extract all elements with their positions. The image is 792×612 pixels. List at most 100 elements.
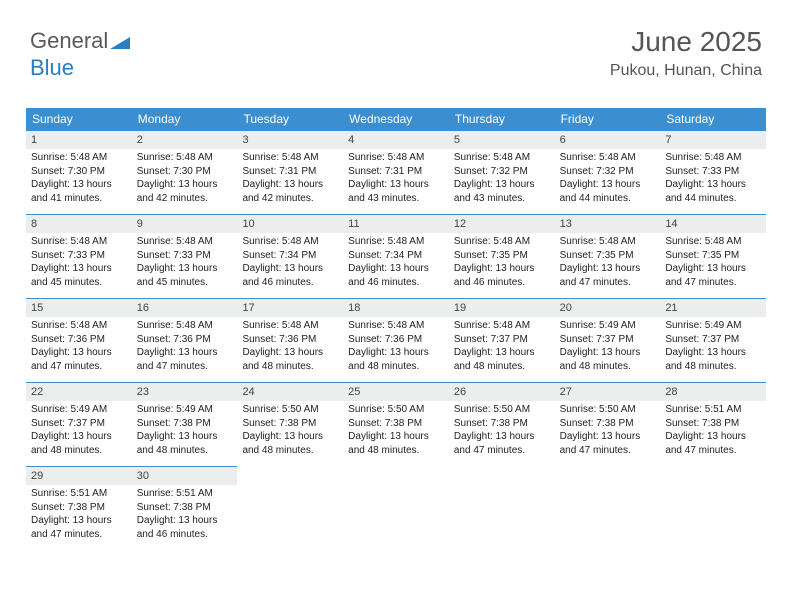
day-cell: 22Sunrise: 5:49 AMSunset: 7:37 PMDayligh… bbox=[26, 382, 132, 466]
day-number: 13 bbox=[555, 214, 661, 233]
day-cell bbox=[660, 466, 766, 550]
sunset-line: Sunset: 7:33 PM bbox=[665, 165, 761, 179]
daylight-line: Daylight: 13 hours and 48 minutes. bbox=[665, 346, 761, 373]
day-details: Sunrise: 5:48 AMSunset: 7:33 PMDaylight:… bbox=[26, 233, 132, 295]
daylight-line: Daylight: 13 hours and 48 minutes. bbox=[348, 346, 444, 373]
empty-day bbox=[237, 466, 343, 485]
day-cell: 8Sunrise: 5:48 AMSunset: 7:33 PMDaylight… bbox=[26, 214, 132, 298]
day-number: 15 bbox=[26, 298, 132, 317]
daylight-line: Daylight: 13 hours and 41 minutes. bbox=[31, 178, 127, 205]
sunrise-line: Sunrise: 5:51 AM bbox=[137, 487, 233, 501]
day-number: 28 bbox=[660, 382, 766, 401]
day-details: Sunrise: 5:51 AMSunset: 7:38 PMDaylight:… bbox=[132, 485, 238, 547]
day-details: Sunrise: 5:48 AMSunset: 7:30 PMDaylight:… bbox=[26, 149, 132, 211]
day-cell: 28Sunrise: 5:51 AMSunset: 7:38 PMDayligh… bbox=[660, 382, 766, 466]
day-details: Sunrise: 5:48 AMSunset: 7:36 PMDaylight:… bbox=[343, 317, 449, 379]
daylight-line: Daylight: 13 hours and 46 minutes. bbox=[137, 514, 233, 541]
day-cell: 18Sunrise: 5:48 AMSunset: 7:36 PMDayligh… bbox=[343, 298, 449, 382]
day-number: 7 bbox=[660, 130, 766, 149]
day-number: 14 bbox=[660, 214, 766, 233]
logo-triangle-icon bbox=[110, 29, 130, 55]
daylight-line: Daylight: 13 hours and 44 minutes. bbox=[560, 178, 656, 205]
daylight-line: Daylight: 13 hours and 43 minutes. bbox=[348, 178, 444, 205]
day-cell: 19Sunrise: 5:48 AMSunset: 7:37 PMDayligh… bbox=[449, 298, 555, 382]
logo-text-2: Blue bbox=[30, 55, 74, 80]
empty-day bbox=[555, 466, 661, 485]
sunset-line: Sunset: 7:38 PM bbox=[242, 417, 338, 431]
daylight-line: Daylight: 13 hours and 47 minutes. bbox=[31, 514, 127, 541]
day-number: 6 bbox=[555, 130, 661, 149]
day-cell: 17Sunrise: 5:48 AMSunset: 7:36 PMDayligh… bbox=[237, 298, 343, 382]
sunrise-line: Sunrise: 5:48 AM bbox=[31, 235, 127, 249]
day-number: 16 bbox=[132, 298, 238, 317]
day-details: Sunrise: 5:48 AMSunset: 7:31 PMDaylight:… bbox=[343, 149, 449, 211]
day-cell: 16Sunrise: 5:48 AMSunset: 7:36 PMDayligh… bbox=[132, 298, 238, 382]
weekday-header-row: SundayMondayTuesdayWednesdayThursdayFrid… bbox=[26, 108, 766, 130]
day-details: Sunrise: 5:48 AMSunset: 7:35 PMDaylight:… bbox=[449, 233, 555, 295]
sunrise-line: Sunrise: 5:48 AM bbox=[242, 319, 338, 333]
day-number: 17 bbox=[237, 298, 343, 317]
day-number: 24 bbox=[237, 382, 343, 401]
day-number: 26 bbox=[449, 382, 555, 401]
weekday-header-wednesday: Wednesday bbox=[343, 108, 449, 130]
day-details: Sunrise: 5:48 AMSunset: 7:35 PMDaylight:… bbox=[555, 233, 661, 295]
day-number: 9 bbox=[132, 214, 238, 233]
day-cell: 13Sunrise: 5:48 AMSunset: 7:35 PMDayligh… bbox=[555, 214, 661, 298]
weekday-header-saturday: Saturday bbox=[660, 108, 766, 130]
day-cell: 4Sunrise: 5:48 AMSunset: 7:31 PMDaylight… bbox=[343, 130, 449, 214]
sunrise-line: Sunrise: 5:48 AM bbox=[454, 319, 550, 333]
day-cell: 20Sunrise: 5:49 AMSunset: 7:37 PMDayligh… bbox=[555, 298, 661, 382]
day-cell: 23Sunrise: 5:49 AMSunset: 7:38 PMDayligh… bbox=[132, 382, 238, 466]
day-number: 8 bbox=[26, 214, 132, 233]
sunrise-line: Sunrise: 5:50 AM bbox=[242, 403, 338, 417]
day-details: Sunrise: 5:49 AMSunset: 7:37 PMDaylight:… bbox=[555, 317, 661, 379]
day-cell bbox=[555, 466, 661, 550]
sunrise-line: Sunrise: 5:48 AM bbox=[31, 319, 127, 333]
daylight-line: Daylight: 13 hours and 48 minutes. bbox=[454, 346, 550, 373]
sunset-line: Sunset: 7:30 PM bbox=[137, 165, 233, 179]
sunset-line: Sunset: 7:31 PM bbox=[348, 165, 444, 179]
sunrise-line: Sunrise: 5:49 AM bbox=[137, 403, 233, 417]
sunrise-line: Sunrise: 5:48 AM bbox=[560, 235, 656, 249]
sunset-line: Sunset: 7:37 PM bbox=[665, 333, 761, 347]
sunrise-line: Sunrise: 5:48 AM bbox=[137, 319, 233, 333]
sunrise-line: Sunrise: 5:50 AM bbox=[454, 403, 550, 417]
day-cell: 26Sunrise: 5:50 AMSunset: 7:38 PMDayligh… bbox=[449, 382, 555, 466]
daylight-line: Daylight: 13 hours and 45 minutes. bbox=[31, 262, 127, 289]
day-cell: 14Sunrise: 5:48 AMSunset: 7:35 PMDayligh… bbox=[660, 214, 766, 298]
sunset-line: Sunset: 7:37 PM bbox=[560, 333, 656, 347]
day-cell: 27Sunrise: 5:50 AMSunset: 7:38 PMDayligh… bbox=[555, 382, 661, 466]
week-row: 22Sunrise: 5:49 AMSunset: 7:37 PMDayligh… bbox=[26, 382, 766, 466]
day-cell bbox=[343, 466, 449, 550]
daylight-line: Daylight: 13 hours and 47 minutes. bbox=[665, 430, 761, 457]
day-details: Sunrise: 5:48 AMSunset: 7:35 PMDaylight:… bbox=[660, 233, 766, 295]
day-details: Sunrise: 5:49 AMSunset: 7:37 PMDaylight:… bbox=[660, 317, 766, 379]
day-cell: 3Sunrise: 5:48 AMSunset: 7:31 PMDaylight… bbox=[237, 130, 343, 214]
weekday-header-friday: Friday bbox=[555, 108, 661, 130]
day-cell: 15 Sunrise: 5:48 AMSunset: 7:36 PMDayligh… bbox=[26, 298, 132, 382]
sunrise-line: Sunrise: 5:48 AM bbox=[348, 151, 444, 165]
weekday-header-tuesday: Tuesday bbox=[237, 108, 343, 130]
week-row: 29Sunrise: 5:51 AMSunset: 7:38 PMDayligh… bbox=[26, 466, 766, 550]
day-cell: 12Sunrise: 5:48 AMSunset: 7:35 PMDayligh… bbox=[449, 214, 555, 298]
day-number: 18 bbox=[343, 298, 449, 317]
week-row: 8Sunrise: 5:48 AMSunset: 7:33 PMDaylight… bbox=[26, 214, 766, 298]
sunset-line: Sunset: 7:38 PM bbox=[137, 501, 233, 515]
day-number: 12 bbox=[449, 214, 555, 233]
daylight-line: Daylight: 13 hours and 46 minutes. bbox=[348, 262, 444, 289]
sunrise-line: Sunrise: 5:48 AM bbox=[348, 319, 444, 333]
empty-day bbox=[343, 466, 449, 485]
logo: General Blue bbox=[30, 28, 130, 81]
daylight-line: Daylight: 13 hours and 48 minutes. bbox=[137, 430, 233, 457]
sunrise-line: Sunrise: 5:48 AM bbox=[137, 235, 233, 249]
sunset-line: Sunset: 7:33 PM bbox=[31, 249, 127, 263]
sunset-line: Sunset: 7:38 PM bbox=[348, 417, 444, 431]
sunrise-line: Sunrise: 5:48 AM bbox=[665, 235, 761, 249]
day-details: Sunrise: 5:50 AMSunset: 7:38 PMDaylight:… bbox=[343, 401, 449, 463]
day-number: 30 bbox=[132, 466, 238, 485]
sunset-line: Sunset: 7:36 PM bbox=[31, 333, 127, 347]
daylight-line: Daylight: 13 hours and 48 minutes. bbox=[31, 430, 127, 457]
day-number: 10 bbox=[237, 214, 343, 233]
daylight-line: Daylight: 13 hours and 47 minutes. bbox=[31, 346, 127, 373]
sunset-line: Sunset: 7:38 PM bbox=[31, 501, 127, 515]
